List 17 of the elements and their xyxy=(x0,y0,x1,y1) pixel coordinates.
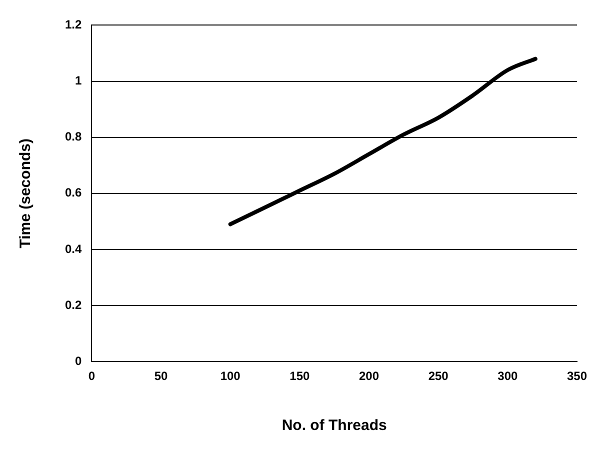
x-tick-label: 250 xyxy=(428,369,449,384)
x-tick-label: 200 xyxy=(358,369,380,384)
y-tick-label: 0.8 xyxy=(64,130,82,144)
y-tick-label: 0.4 xyxy=(64,242,82,256)
x-tick-label: 150 xyxy=(290,369,310,384)
y-axis-title: Time (seconds) xyxy=(17,138,34,248)
x-tick-label: 350 xyxy=(566,369,588,384)
y-tick-label: 0.6 xyxy=(64,186,82,200)
y-tick-label: 0.2 xyxy=(64,298,82,312)
x-tick-label: 300 xyxy=(498,369,518,384)
y-tick-label: 0 xyxy=(74,354,82,368)
y-tick-label: 1 xyxy=(74,74,82,88)
y-tick-label: 1.2 xyxy=(64,18,82,32)
x-tick-label: 0 xyxy=(88,369,96,384)
x-tick-label: 100 xyxy=(220,369,241,384)
x-axis-title: No. of Threads xyxy=(282,417,387,434)
x-tick-label: 50 xyxy=(154,369,168,384)
